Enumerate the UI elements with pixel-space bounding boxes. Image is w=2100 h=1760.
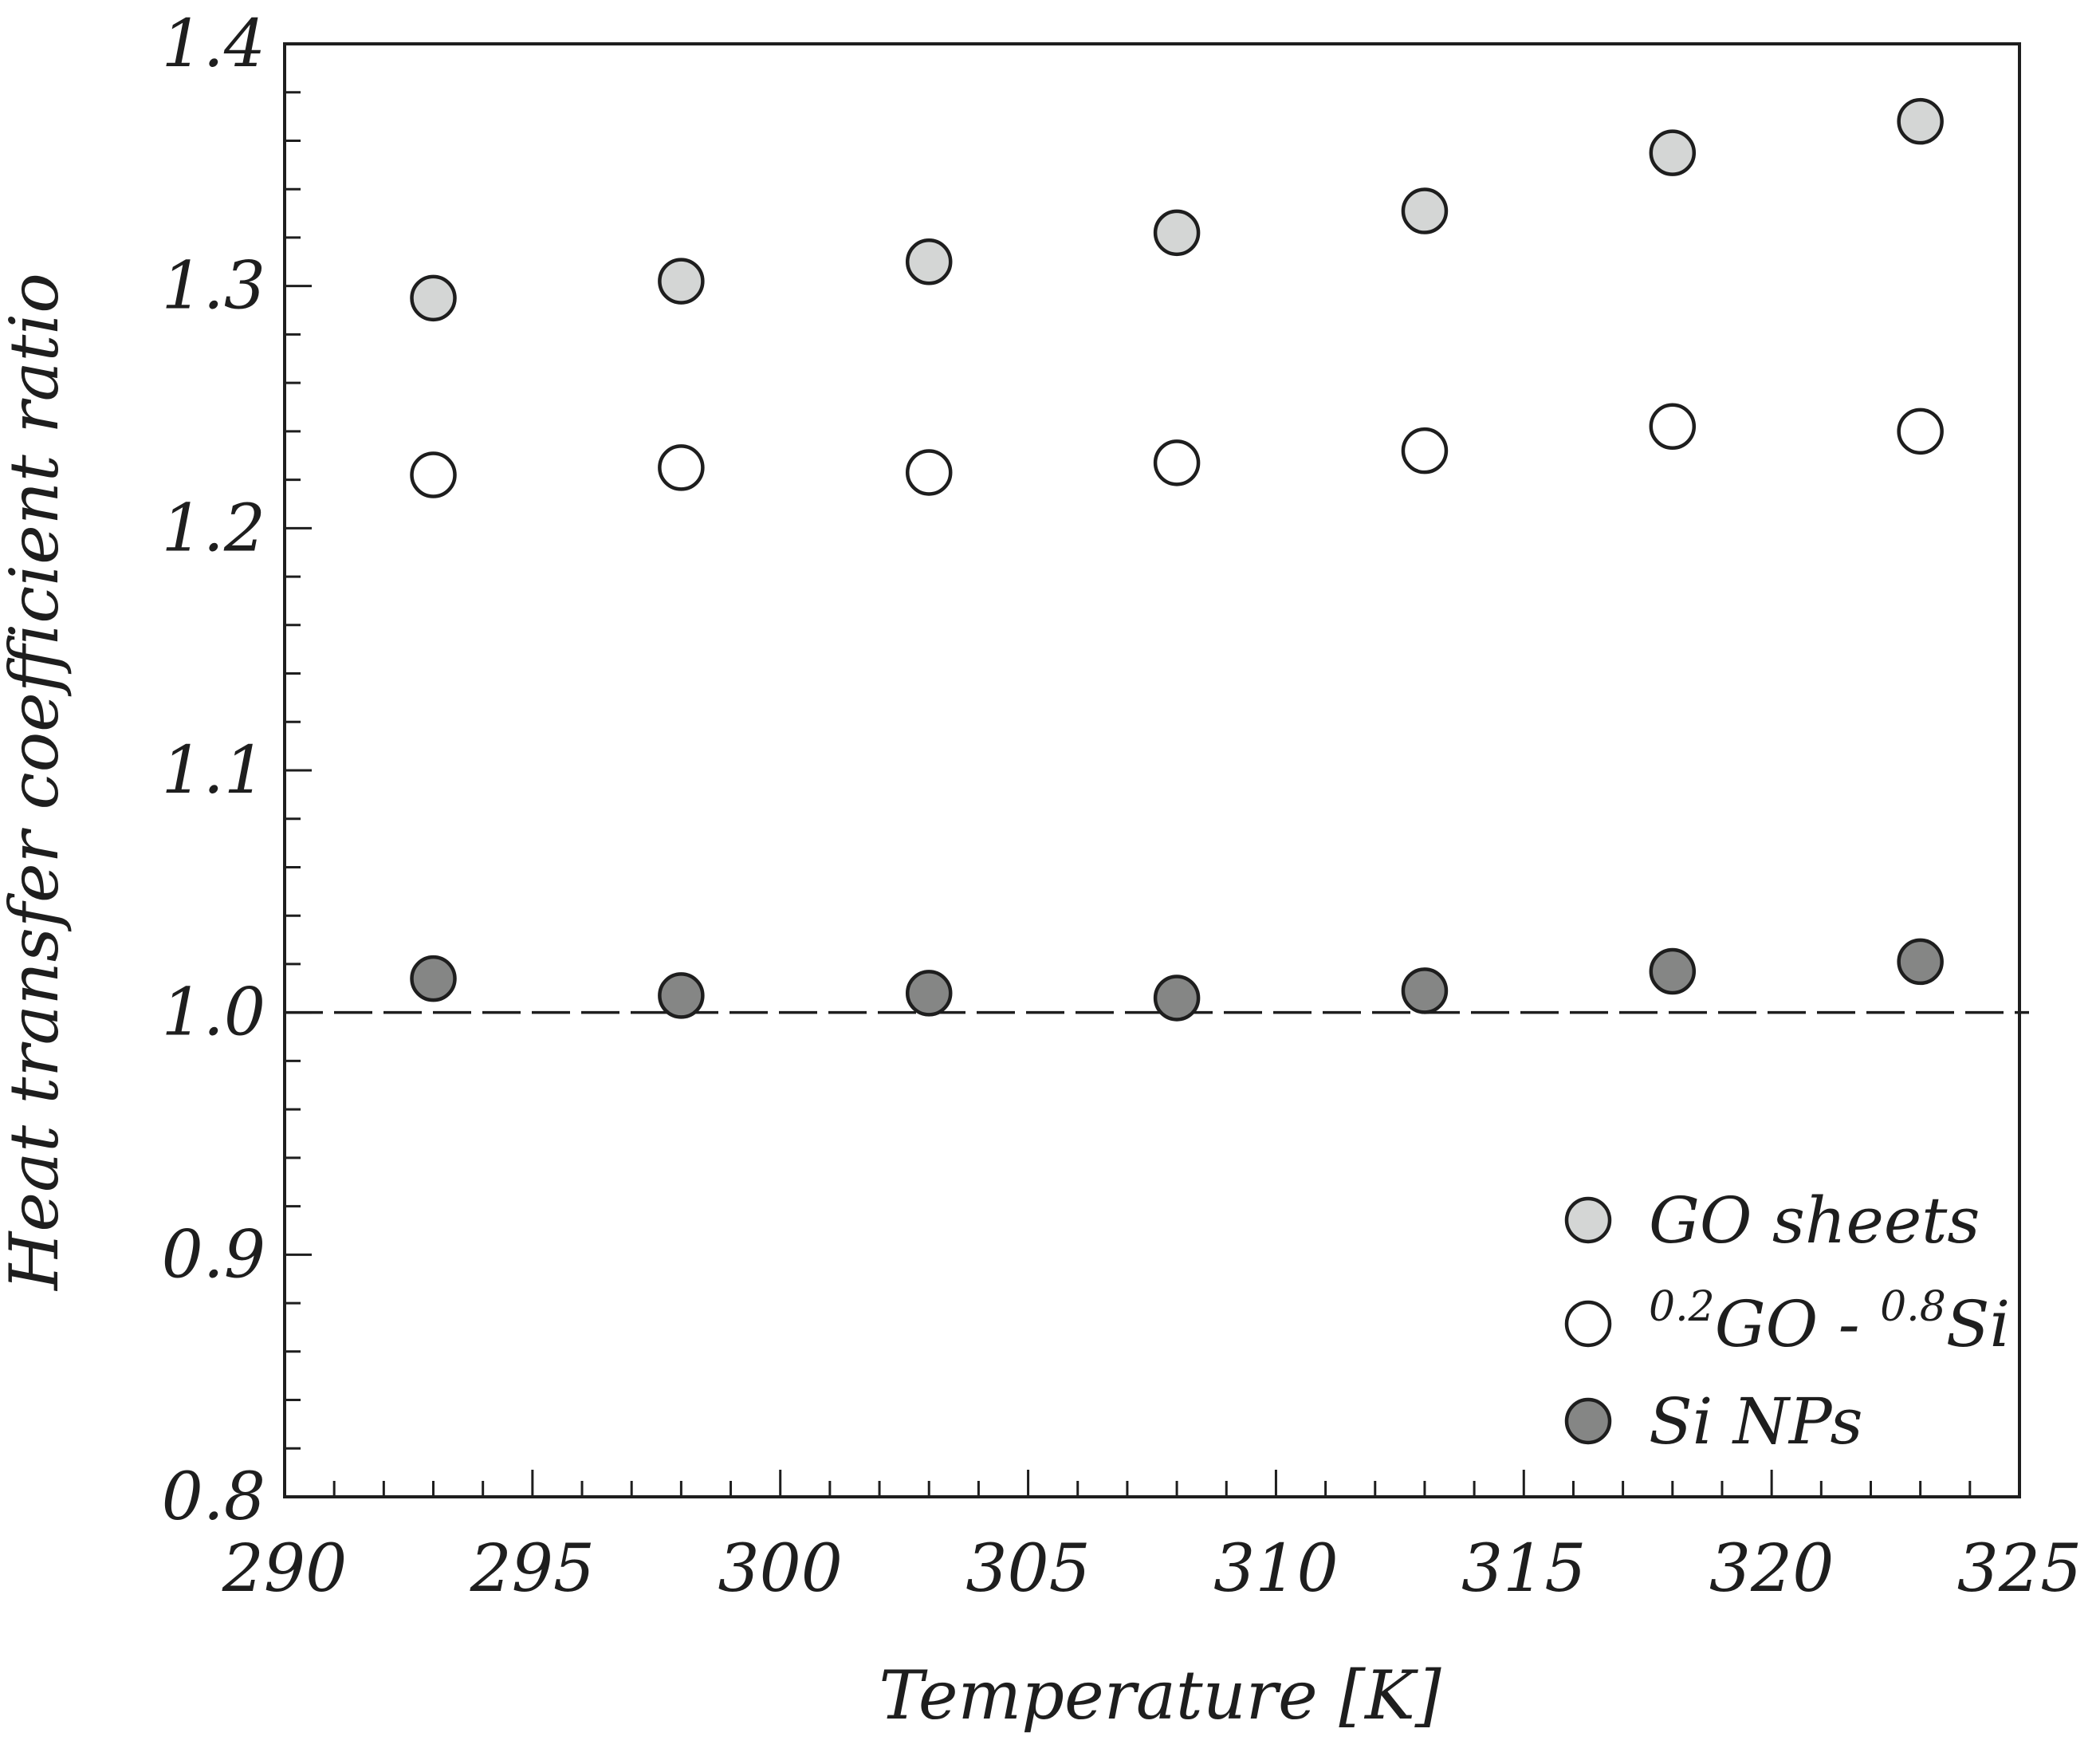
x-tick-label: 305 <box>965 1531 1091 1607</box>
data-point <box>905 970 953 1017</box>
data-point <box>1649 129 1697 176</box>
data-point <box>658 972 705 1019</box>
data-point <box>905 238 953 285</box>
series-2 <box>410 403 1944 498</box>
x-tick-label: 325 <box>1957 1531 2082 1607</box>
x-tick-label: 320 <box>1709 1531 1835 1607</box>
data-point <box>410 274 457 322</box>
y-tick-label: 0.8 <box>162 1459 265 1535</box>
y-tick-label: 1.2 <box>162 490 265 566</box>
data-point <box>658 444 705 491</box>
y-tick-label: 1.3 <box>162 249 265 325</box>
y-tick-label: 1.4 <box>162 6 265 82</box>
x-tick-label: 290 <box>222 1531 348 1607</box>
x-tick-label: 315 <box>1461 1531 1587 1607</box>
data-point <box>905 449 953 496</box>
data-point <box>1401 427 1449 474</box>
data-point <box>1153 974 1201 1022</box>
legend-marker <box>1564 1196 1612 1244</box>
data-point <box>410 955 457 1002</box>
data-point <box>1401 967 1449 1014</box>
x-tick-label: 300 <box>718 1531 843 1607</box>
y-tick-label: 1.0 <box>162 975 265 1051</box>
data-point <box>1153 439 1201 486</box>
x-tick-label: 295 <box>470 1531 596 1607</box>
data-point <box>1153 209 1201 257</box>
legend-marker <box>1564 1397 1612 1445</box>
data-points-layer <box>410 97 1944 1022</box>
legend-label: Si NPs <box>1649 1384 1863 1459</box>
y-tick-label: 0.9 <box>162 1217 265 1293</box>
legend-label: GO sheets <box>1649 1183 1980 1258</box>
data-point <box>1649 403 1697 451</box>
series-1 <box>410 97 1944 322</box>
data-point <box>1649 947 1697 995</box>
x-tick-label: 310 <box>1213 1531 1339 1607</box>
legend-label: 0.2GO - 0.8Si <box>1649 1283 2010 1361</box>
data-point <box>410 451 457 498</box>
x-axis-title: Temperature [K] <box>879 1656 1441 1734</box>
y-tick-label: 1.1 <box>162 733 265 809</box>
data-point <box>1897 97 1944 145</box>
data-point <box>658 258 705 305</box>
data-point <box>1897 938 1944 986</box>
series-3 <box>410 938 1944 1022</box>
data-point <box>1897 408 1944 455</box>
y-axis-title: Heat transfer coefficient ratio <box>0 273 73 1292</box>
data-point <box>1401 187 1449 234</box>
legend-marker <box>1564 1300 1612 1348</box>
legend: GO sheets 0.2GO - 0.8Si Si NPs <box>1564 1183 2010 1459</box>
axes-layer: 290 295 300 305 310 315 320 325 0.8 0.9 1.0 1.1 1.2 1… <box>162 6 2082 1607</box>
